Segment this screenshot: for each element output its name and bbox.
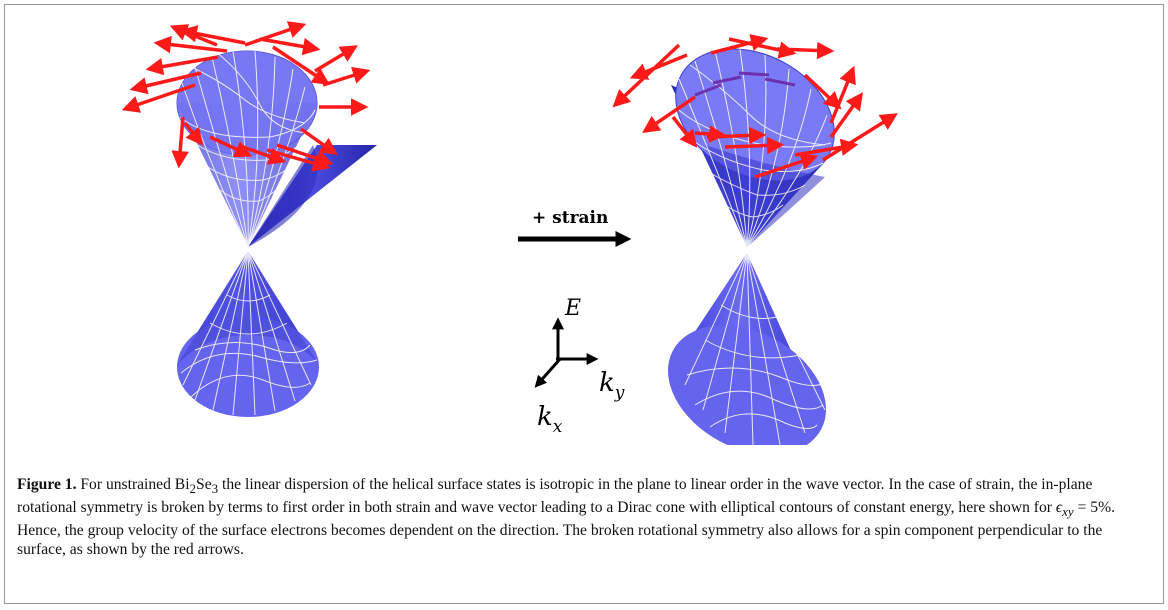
spin-arrows-right	[612, 34, 898, 179]
axes-indicator: E ky kx	[534, 296, 625, 437]
figure-illustration: + strain E ky kx	[121, 21, 898, 445]
strained-dirac-cone	[612, 34, 898, 445]
caption-text-se: Se	[196, 476, 212, 493]
kx-axis	[534, 358, 562, 388]
ky-axis-label: ky	[599, 368, 625, 403]
caption-text-4: . Hence, the group velocity of the surfa…	[17, 499, 1115, 559]
caption-text-3: the linear dispersion of the helical sur…	[17, 476, 1093, 517]
unstrained-dirac-cone	[121, 21, 377, 417]
figure-caption: Figure 1. For unstrained Bi2Se3 the line…	[17, 475, 1151, 559]
caption-epsilon-sub: xy	[1062, 504, 1074, 520]
caption-sub-bi: 2	[189, 481, 197, 497]
caption-epsilon: ϵ	[1055, 499, 1063, 517]
upper-cone-left	[176, 50, 377, 248]
lower-cone-right	[667, 252, 827, 445]
caption-sub-se: 3	[211, 481, 219, 497]
caption-text-1: For unstrained Bi	[76, 476, 190, 493]
strain-transition: + strain	[518, 208, 632, 248]
kx-axis-label: kx	[537, 402, 563, 437]
strain-label: + strain	[532, 208, 608, 228]
e-axis-label: E	[564, 296, 581, 321]
spin-arrows-left	[121, 21, 371, 172]
figure-label: Figure 1.	[17, 476, 77, 493]
caption-epsilon-value: = 5%	[1073, 499, 1112, 517]
spin-arrows-right-hidden	[694, 71, 796, 97]
figure-frame: + strain E ky kx	[4, 4, 1164, 604]
lower-cone-left	[177, 250, 319, 417]
